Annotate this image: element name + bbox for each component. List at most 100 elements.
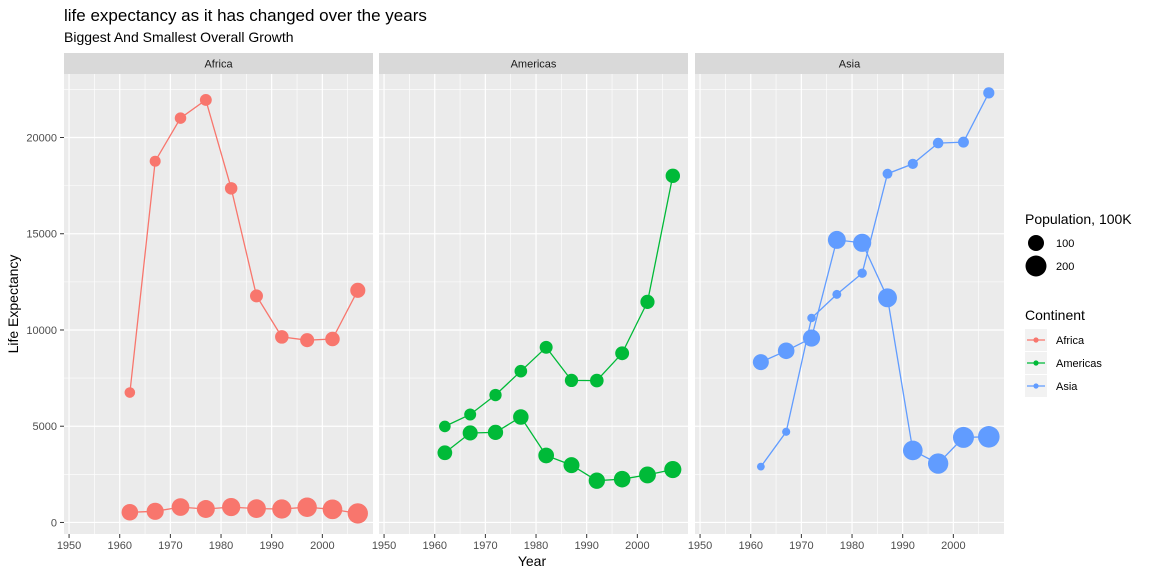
x-tick-label: 1970 <box>473 540 497 552</box>
data-point <box>462 425 478 441</box>
x-tick-label: 1970 <box>789 540 813 552</box>
data-point <box>325 331 340 347</box>
x-tick-label: 2000 <box>941 540 965 552</box>
x-tick-label: 1970 <box>158 540 182 552</box>
facet-panel-americas: Americas 1950 1960 1970 1980 1990 2000 <box>372 53 688 552</box>
data-point <box>827 230 846 249</box>
facet-strip <box>64 53 373 74</box>
facet-strip-label: Asia <box>839 59 861 71</box>
color-legend-dot <box>1033 360 1039 366</box>
data-point <box>665 168 680 184</box>
data-point <box>174 112 187 124</box>
data-point <box>300 333 315 348</box>
data-point <box>487 424 504 441</box>
x-axis-title: Year <box>518 553 547 569</box>
data-point <box>513 409 529 425</box>
data-point <box>297 497 317 517</box>
data-point <box>121 503 139 521</box>
color-legend-label: Asia <box>1056 381 1078 393</box>
x-tick-label: 2000 <box>625 540 649 552</box>
size-legend-label: 100 <box>1056 238 1074 250</box>
data-point <box>149 155 161 167</box>
series-africa-1 <box>124 94 366 398</box>
x-tick-label: 1980 <box>209 540 233 552</box>
data-point <box>124 387 136 398</box>
y-tick-label: 0 <box>51 517 57 529</box>
color-legend-dot <box>1033 383 1039 389</box>
x-tick-label: 1990 <box>890 540 914 552</box>
x-tick-label: 1950 <box>688 540 712 552</box>
data-point <box>902 440 923 461</box>
series-americas-1 <box>439 168 680 433</box>
series-africa-2 <box>121 497 368 524</box>
panel-background <box>64 74 373 534</box>
color-legend-title: Continent <box>1025 307 1085 323</box>
data-point <box>247 499 266 518</box>
data-point <box>882 168 893 179</box>
data-point <box>563 457 580 474</box>
data-point <box>514 364 528 378</box>
data-point <box>878 288 897 308</box>
data-point <box>222 497 241 517</box>
data-point <box>538 447 555 464</box>
size-legend-title: Population, 100K <box>1025 211 1132 227</box>
data-point <box>853 233 872 252</box>
data-point <box>952 426 974 448</box>
data-point <box>588 472 605 489</box>
data-point <box>857 268 867 278</box>
size-legend-dot <box>1028 235 1044 251</box>
x-tick-label: 1990 <box>574 540 598 552</box>
data-point <box>756 462 765 471</box>
data-point <box>832 289 842 299</box>
data-point <box>927 453 949 474</box>
data-point <box>146 502 164 520</box>
series-americas-2 <box>437 409 682 489</box>
series-line <box>760 92 990 467</box>
chart-subtitle: Biggest And Smallest Overall Growth <box>64 29 294 45</box>
series-line <box>444 175 674 427</box>
data-point <box>272 499 292 519</box>
color-legend-dot <box>1033 337 1039 343</box>
data-point <box>439 420 451 433</box>
panel-background <box>379 74 688 534</box>
x-tick-label: 1960 <box>422 540 446 552</box>
x-tick-label: 2000 <box>310 540 334 552</box>
facet-panel-asia: Asia 1950 1960 1970 1980 1990 2000 <box>688 53 1004 552</box>
x-tick-label: 1950 <box>372 540 396 552</box>
data-point <box>350 282 366 298</box>
y-axis: 0 5000 10000 15000 20000 <box>26 133 64 529</box>
facet-strip <box>695 53 1004 74</box>
facet-strip-label: Africa <box>204 59 233 71</box>
x-tick-label: 1990 <box>259 540 283 552</box>
data-point <box>983 87 995 99</box>
facet-strip <box>379 53 688 74</box>
series-line <box>129 506 358 515</box>
data-point <box>907 158 918 170</box>
data-point <box>347 503 368 524</box>
size-legend: 100 200 <box>1025 232 1074 277</box>
data-point <box>978 426 1000 448</box>
data-point <box>640 294 655 309</box>
data-point <box>564 373 579 388</box>
data-point <box>171 498 190 516</box>
data-point <box>613 470 631 488</box>
data-point <box>615 346 630 361</box>
data-point <box>664 460 682 479</box>
x-tick-label: 1960 <box>107 540 131 552</box>
y-tick-label: 20000 <box>26 133 57 145</box>
color-legend-label: Americas <box>1056 358 1102 370</box>
data-point <box>437 445 453 461</box>
data-point <box>932 137 944 149</box>
size-legend-label: 200 <box>1056 261 1074 273</box>
data-point <box>802 329 821 347</box>
series-asia-1 <box>756 87 995 471</box>
data-point <box>590 373 604 388</box>
y-axis-title: Life Expectancy <box>5 255 21 354</box>
y-tick-label: 5000 <box>33 421 57 433</box>
data-point <box>275 330 289 344</box>
x-tick-label: 1960 <box>738 540 762 552</box>
series-line <box>129 98 359 393</box>
x-tick-label: 1950 <box>57 540 81 552</box>
data-point <box>539 340 553 354</box>
